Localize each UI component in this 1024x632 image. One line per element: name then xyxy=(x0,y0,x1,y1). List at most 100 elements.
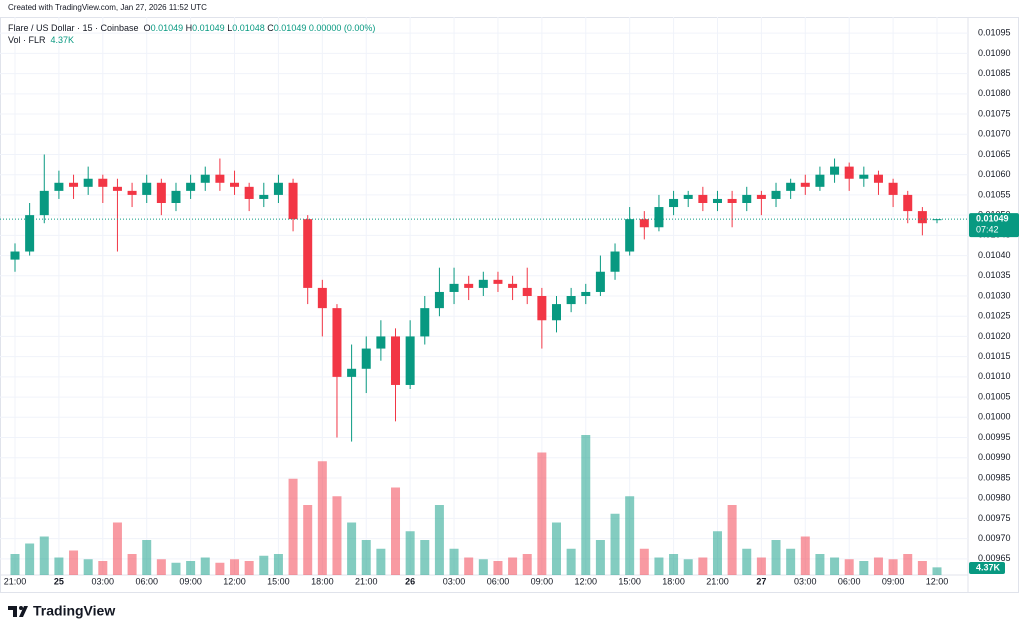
candle-body xyxy=(903,194,913,212)
candle-body xyxy=(112,186,122,191)
candle-body xyxy=(537,296,547,321)
y-tick-label: 0.01000 xyxy=(978,412,1011,422)
candle-body xyxy=(844,166,854,179)
o-value: 0.01049 xyxy=(150,23,184,33)
volume-bar xyxy=(610,513,620,575)
grid xyxy=(0,17,968,575)
volume-bar xyxy=(786,548,796,575)
volume-bar xyxy=(420,540,430,575)
volume-bar xyxy=(112,522,122,575)
volume-bar xyxy=(405,531,415,575)
candle-body xyxy=(508,283,518,288)
candle-body xyxy=(332,308,342,377)
candle-body xyxy=(171,190,181,203)
volume-bar xyxy=(508,557,518,575)
volume-bar xyxy=(332,496,342,575)
y-tick-label: 0.01040 xyxy=(978,250,1011,260)
candle-body xyxy=(493,279,503,284)
volume-bar xyxy=(698,557,708,575)
candle-body xyxy=(888,182,898,195)
o-label: O xyxy=(143,23,151,33)
candle-body xyxy=(142,182,152,195)
volume-bar xyxy=(493,561,503,575)
volume-value-box xyxy=(969,562,1005,574)
y-tick-label: 0.00975 xyxy=(978,513,1011,523)
x-tick-label: 09:00 xyxy=(179,576,202,586)
change: 0.00000 (0.00%) xyxy=(308,23,376,33)
volume-bar xyxy=(581,435,591,575)
volume-bar xyxy=(69,550,79,575)
volume-bar xyxy=(171,562,181,575)
axes: 0.00965 0.00970 0.00975 0.00980 0.00985 0.009… xyxy=(0,28,1019,586)
volume-bar xyxy=(39,536,49,575)
volume-bar xyxy=(288,478,298,575)
candle-body xyxy=(786,182,796,191)
volume-bar xyxy=(566,548,576,575)
volume-value-label: 4.37K xyxy=(976,562,1001,572)
candle-body xyxy=(244,186,254,199)
volume-bar xyxy=(727,505,737,575)
volume-bar xyxy=(142,540,152,575)
volume-bar xyxy=(683,559,693,575)
volume-bar xyxy=(303,505,313,575)
candle-body xyxy=(669,198,679,208)
y-tick-label: 0.00970 xyxy=(978,533,1011,543)
h-label: H xyxy=(185,23,193,33)
y-tick-label: 0.01020 xyxy=(978,331,1011,341)
volume-bar xyxy=(317,461,327,575)
legend-ohlc: Flare / US Dollar · 15 · Coinbase O0.010… xyxy=(8,23,375,33)
volume-bar xyxy=(259,555,269,575)
candle-body xyxy=(654,207,664,228)
volume-bar xyxy=(449,548,459,575)
volume-bar xyxy=(756,557,766,575)
x-tick-label: 09:00 xyxy=(531,576,554,586)
volume-bar xyxy=(244,561,254,575)
candle-body xyxy=(742,194,752,203)
volume-bar xyxy=(215,562,225,575)
volume-bar xyxy=(25,543,35,575)
x-tick-label: 21:00 xyxy=(706,576,729,586)
volume-bar xyxy=(859,561,869,575)
candle-body xyxy=(200,174,210,183)
candle-body xyxy=(873,174,883,183)
candle-body xyxy=(361,348,371,369)
c-label: C xyxy=(267,23,274,33)
candle-body xyxy=(303,219,313,288)
x-tick-label: 21:00 xyxy=(4,576,27,586)
y-tick-label: 0.01005 xyxy=(978,391,1011,401)
candle-body xyxy=(69,182,79,187)
volume-bar xyxy=(98,561,108,575)
x-tick-label: 06:00 xyxy=(838,576,861,586)
volume-bar xyxy=(903,554,913,575)
volume-bar xyxy=(742,548,752,575)
volume-bar xyxy=(830,557,840,575)
y-tick-label: 0.01075 xyxy=(978,108,1011,118)
x-tick-label: 27 xyxy=(756,576,766,586)
candle-body xyxy=(581,291,591,296)
volume-bar xyxy=(669,554,679,575)
y-tick-label: 0.00965 xyxy=(978,553,1011,563)
volume-bar xyxy=(464,557,474,575)
volume-bar xyxy=(273,554,283,575)
logo: TradingView xyxy=(8,603,115,619)
y-tick-label: 0.01055 xyxy=(978,189,1011,199)
x-tick-label: 03:00 xyxy=(794,576,817,586)
logo-dot xyxy=(19,606,23,610)
volume-value: 4.37K xyxy=(50,35,75,45)
volume-bar xyxy=(83,559,93,575)
volume-bar xyxy=(844,559,854,575)
candle-body xyxy=(464,283,474,288)
candle-body xyxy=(156,182,166,203)
volume-bar xyxy=(888,559,898,575)
y-tick-label: 0.01095 xyxy=(978,28,1011,38)
x-tick-label: 03:00 xyxy=(443,576,466,586)
l-value: 0.01048 xyxy=(232,23,265,33)
candle-body xyxy=(551,304,561,321)
candle-body xyxy=(317,287,327,309)
x-tick-label: 03:00 xyxy=(92,576,115,586)
volume-bar xyxy=(537,452,547,575)
symbol: Flare / US Dollar · 15 · Coinbase xyxy=(8,23,139,33)
candle-body xyxy=(771,190,781,199)
volume-bar xyxy=(917,561,927,575)
